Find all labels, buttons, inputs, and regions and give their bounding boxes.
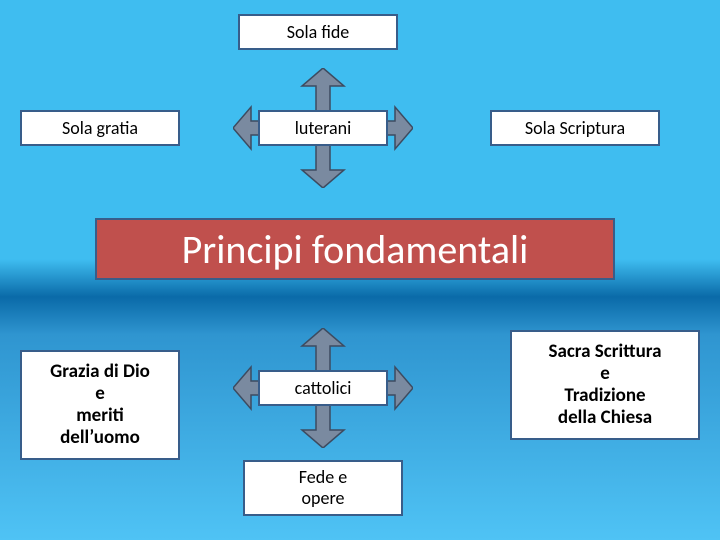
node-label: Sola Scriptura xyxy=(525,118,625,139)
title-principi: Principi fondamentali xyxy=(95,218,615,280)
diagram-canvas: Sola fide Sola gratia luterani Sola Scri… xyxy=(0,0,720,540)
title-label: Principi fondamentali xyxy=(182,225,529,274)
node-grazia: Grazia di Dioemeritidell’uomo xyxy=(20,350,180,460)
node-label: cattolici xyxy=(295,378,352,399)
node-sola-fide: Sola fide xyxy=(238,14,398,50)
node-luterani: luterani xyxy=(258,110,388,146)
node-fede: Fede eopere xyxy=(243,460,403,516)
node-sacra: Sacra ScritturaeTradizionedella Chiesa xyxy=(510,330,700,440)
node-label: luterani xyxy=(295,118,352,139)
node-sola-scriptura: Sola Scriptura xyxy=(490,110,660,146)
node-label: Grazia di Dioemeritidell’uomo xyxy=(50,361,150,448)
node-label: Sola gratia xyxy=(62,118,138,139)
node-sola-gratia: Sola gratia xyxy=(20,110,180,146)
node-label: Sacra ScritturaeTradizionedella Chiesa xyxy=(548,341,661,428)
node-label: Fede eopere xyxy=(299,467,347,508)
node-label: Sola fide xyxy=(287,22,350,43)
node-cattolici: cattolici xyxy=(258,370,388,406)
